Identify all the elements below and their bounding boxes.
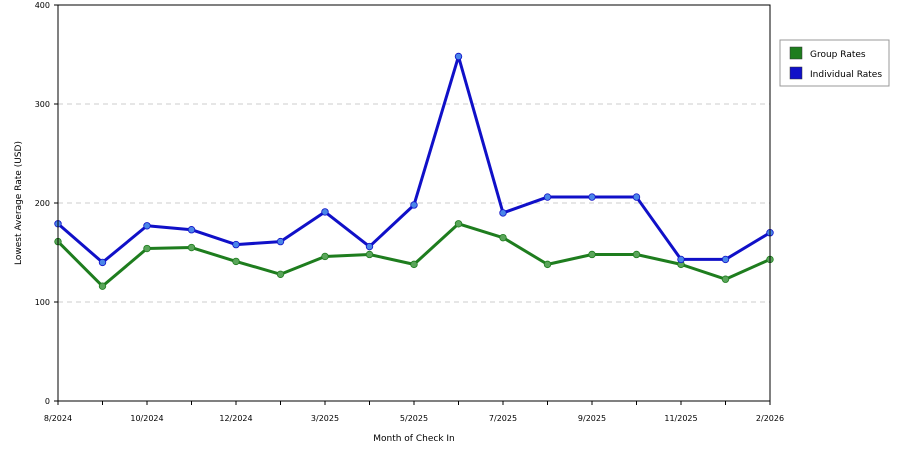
- data-point: [98, 282, 107, 290]
- data-point: [276, 237, 285, 246]
- data-point: [98, 258, 107, 267]
- x-tick-label: 9/2025: [578, 414, 606, 423]
- data-point: [321, 208, 329, 216]
- legend-swatch: [789, 46, 803, 60]
- data-point: [232, 257, 240, 266]
- data-point: [543, 193, 552, 201]
- x-tick-label: 10/2024: [130, 414, 163, 423]
- data-point: [632, 193, 641, 201]
- series-0: [54, 220, 774, 290]
- data-point: [632, 250, 641, 259]
- y-tick-label: 400: [35, 1, 50, 10]
- data-point: [232, 240, 240, 249]
- x-tick-label: 5/2025: [400, 414, 428, 423]
- data-point: [410, 201, 418, 209]
- data-point: [187, 226, 196, 234]
- data-point: [588, 193, 596, 201]
- legend-label: Group Rates: [810, 50, 866, 60]
- data-point: [454, 52, 463, 61]
- x-tick-label: 3/2025: [311, 414, 339, 423]
- x-tick-label: 12/2024: [219, 414, 252, 423]
- legend-swatch: [789, 66, 803, 80]
- x-tick-label: 11/2025: [664, 414, 697, 423]
- x-tick-label: 2/2026: [756, 414, 784, 423]
- y-axis: 0 100 200 300 400: [35, 1, 58, 406]
- data-point: [677, 255, 685, 264]
- data-point: [454, 220, 463, 228]
- series-line: [57, 54, 771, 264]
- data-point: [365, 250, 374, 259]
- data-point: [365, 242, 374, 251]
- data-point: [321, 252, 329, 261]
- data-point: [143, 222, 151, 230]
- data-point: [721, 275, 730, 283]
- y-tick-label: 0: [45, 397, 50, 406]
- x-axis-title: Month of Check In: [373, 434, 455, 444]
- x-tick-label: 7/2025: [489, 414, 517, 423]
- data-point: [143, 244, 151, 253]
- data-point: [187, 243, 196, 252]
- data-point: [543, 260, 552, 269]
- series-1: [54, 52, 774, 267]
- legend-label: Individual Rates: [810, 70, 882, 80]
- legend: Group Rates Individual Rates: [779, 39, 890, 87]
- data-point: [588, 250, 596, 259]
- series-lines: [54, 52, 774, 290]
- y-tick-label: 300: [35, 100, 50, 109]
- y-tick-label: 200: [35, 199, 50, 208]
- y-axis-title: Lowest Average Rate (USD): [14, 141, 24, 265]
- x-axis: 8/2024 10/2024 12/2024 3/2025 5/2025 7/2025 9/…: [44, 401, 784, 423]
- data-point: [410, 260, 418, 269]
- data-point: [276, 270, 285, 278]
- y-tick-label: 100: [35, 298, 50, 307]
- data-point: [499, 209, 507, 217]
- x-tick-label: 8/2024: [44, 414, 72, 423]
- data-point: [499, 233, 507, 242]
- data-point: [721, 255, 730, 264]
